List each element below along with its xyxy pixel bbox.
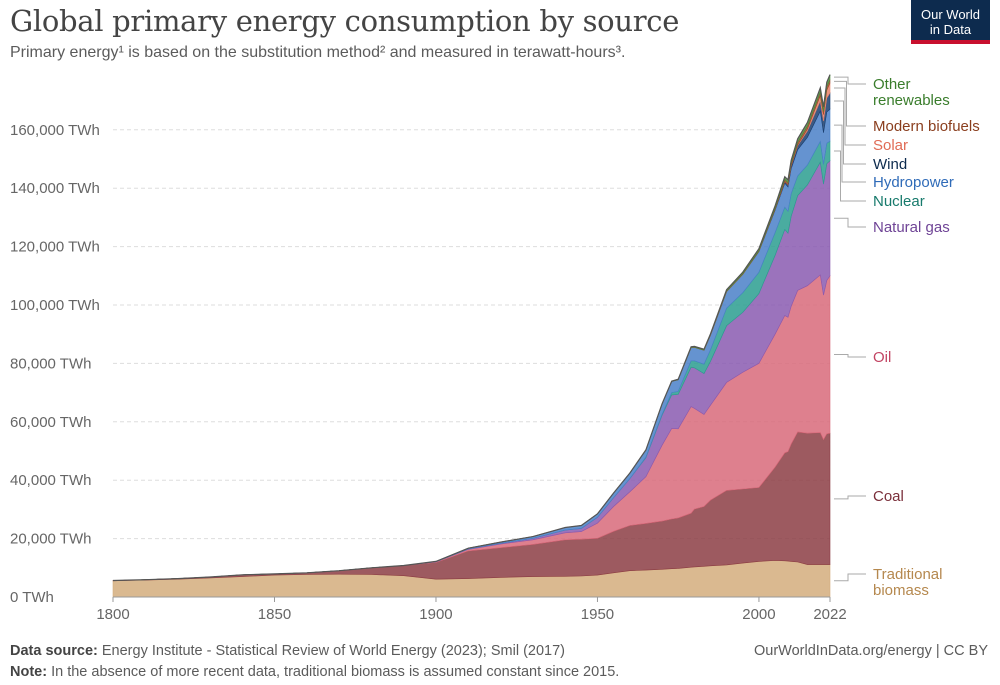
logo-line-1: Our World bbox=[921, 7, 980, 22]
x-tick-label: 1800 bbox=[96, 606, 129, 623]
y-tick-label: 40,000 TWh bbox=[10, 472, 91, 489]
label-connector bbox=[834, 100, 866, 165]
x-tick-label: 1950 bbox=[581, 606, 614, 623]
series-label-coal: Coal bbox=[873, 488, 904, 505]
total-outline bbox=[112, 74, 831, 582]
owid-logo[interactable]: Our World in Data bbox=[911, 0, 990, 44]
label-connector bbox=[834, 217, 866, 228]
label-connector bbox=[834, 80, 866, 127]
data-source-label: Data source: bbox=[10, 643, 98, 659]
data-source-line: Data source: Energy Institute - Statisti… bbox=[10, 643, 565, 659]
label-connector bbox=[834, 76, 866, 85]
series-label-modern-biofuels: Modern biofuels bbox=[873, 118, 980, 135]
series-label-natural-gas: Natural gas bbox=[873, 219, 950, 236]
chart-subtitle: Primary energy¹ is based on the substitu… bbox=[10, 44, 626, 61]
logo-line-2: in Data bbox=[929, 22, 972, 37]
y-tick-label: 20,000 TWh bbox=[10, 531, 91, 548]
series-label-other-renewables: Other renewables bbox=[873, 76, 950, 109]
label-connector bbox=[834, 87, 866, 146]
x-tick-label: 1850 bbox=[258, 606, 291, 623]
y-tick-label: 60,000 TWh bbox=[10, 414, 91, 431]
x-tick-label: 1900 bbox=[419, 606, 452, 623]
label-connector bbox=[834, 124, 866, 183]
y-tick-label: 100,000 TWh bbox=[10, 297, 100, 314]
y-tick-label: 160,000 TWh bbox=[10, 122, 100, 139]
label-connector bbox=[834, 573, 866, 582]
series-label-hydropower: Hydropower bbox=[873, 174, 954, 191]
series-label-oil: Oil bbox=[873, 349, 891, 366]
series-label-nuclear: Nuclear bbox=[873, 193, 925, 210]
y-tick-label: 80,000 TWh bbox=[10, 355, 91, 372]
series-label-solar: Solar bbox=[873, 137, 908, 154]
note-text: In the absence of more recent data, trad… bbox=[51, 664, 620, 680]
series-label-traditional-biomass: Traditional biomass bbox=[873, 566, 942, 599]
chart-title: Global primary energy consumption by sou… bbox=[10, 4, 680, 38]
note-line: Note: In the absence of more recent data… bbox=[10, 664, 619, 680]
data-source-text: Energy Institute - Statistical Review of… bbox=[101, 643, 565, 659]
series-label-wind: Wind bbox=[873, 156, 907, 173]
y-tick-label: 120,000 TWh bbox=[10, 239, 100, 256]
attribution-link[interactable]: OurWorldInData.org/energy | CC BY bbox=[754, 643, 988, 659]
label-connector bbox=[834, 353, 866, 358]
x-tick-label: 2022 bbox=[813, 606, 846, 623]
y-tick-label: 0 TWh bbox=[10, 589, 54, 606]
x-tick-label: 2000 bbox=[742, 606, 775, 623]
note-label: Note: bbox=[10, 664, 48, 680]
y-tick-label: 140,000 TWh bbox=[10, 180, 100, 197]
label-connector bbox=[834, 150, 866, 202]
label-connector bbox=[834, 495, 866, 500]
